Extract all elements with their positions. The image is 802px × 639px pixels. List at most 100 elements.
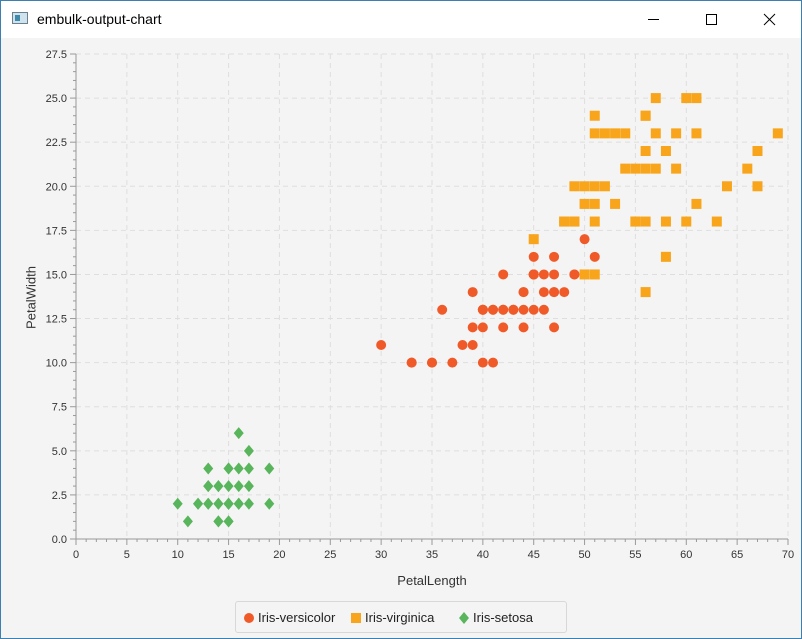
legend-diamond-icon [459,612,469,624]
data-point-setosa [233,480,244,493]
data-point-virginica [650,163,661,174]
x-tick-label: 30 [375,549,387,561]
data-point-virginica [620,128,631,139]
legend-label: Iris-setosa [473,610,533,625]
data-point-setosa [243,444,254,457]
data-point-versicolor [498,269,509,280]
data-point-setosa [243,497,254,510]
data-point-virginica [671,128,682,139]
data-point-virginica [569,216,580,227]
data-point-setosa [233,427,244,440]
data-point-virginica [660,216,671,227]
data-point-versicolor [538,269,549,280]
data-point-setosa [223,497,234,510]
y-axis-label: PetalWidth [23,266,39,329]
y-tick-label: 15.0 [46,269,67,281]
x-tick-label: 60 [680,549,692,561]
data-point-versicolor [376,340,387,350]
y-tick-label: 20.0 [46,181,67,193]
data-point-versicolor [538,287,549,298]
x-tick-label: 40 [477,549,489,561]
data-point-versicolor [518,322,529,333]
data-point-virginica [589,110,600,121]
data-point-versicolor [589,251,600,262]
data-point-virginica [559,216,570,227]
data-point-virginica [772,128,783,139]
data-point-versicolor [518,287,529,298]
data-point-virginica [752,181,763,192]
data-point-virginica [599,128,610,139]
data-point-versicolor [477,357,488,368]
x-tick-label: 35 [426,549,438,561]
data-point-setosa [264,497,275,510]
data-point-virginica [660,251,671,262]
data-point-setosa [243,480,254,493]
minimize-icon [648,19,659,20]
title-bar: embulk-output-chart [1,1,801,38]
y-tick-label: 27.5 [46,49,67,61]
legend-label: Iris-versicolor [258,610,336,625]
x-tick-label: 0 [73,549,79,561]
data-point-versicolor [518,304,529,315]
app-window-icon[interactable] [12,12,28,24]
data-point-versicolor [498,304,509,315]
data-point-setosa [203,462,214,475]
chart-legend: Iris-versicolor Iris-virginica Iris-seto… [235,601,567,633]
data-point-virginica [589,216,600,227]
close-icon [763,13,776,26]
data-point-setosa [213,497,224,510]
x-tick-label: 25 [324,549,336,561]
y-tick-label: 22.5 [46,137,67,149]
data-point-virginica [610,198,621,209]
data-point-virginica [640,146,651,156]
data-point-virginica [660,146,671,156]
data-point-setosa [172,497,183,510]
data-point-virginica [650,128,661,139]
data-point-virginica [528,234,539,245]
data-point-versicolor [549,322,560,333]
minimize-button[interactable] [631,1,677,38]
data-point-versicolor [467,340,478,350]
data-point-versicolor [508,304,519,315]
data-point-virginica [620,163,631,174]
data-point-virginica [579,198,590,209]
data-point-setosa [203,497,214,510]
maximize-button[interactable] [689,1,735,38]
legend-circle-icon [244,613,254,623]
x-tick-label: 20 [273,549,285,561]
data-point-versicolor [559,287,570,298]
data-point-versicolor [457,340,468,350]
data-point-virginica [681,93,692,104]
data-point-versicolor [528,269,539,280]
data-point-versicolor [528,304,539,315]
data-point-versicolor [528,251,539,262]
data-point-virginica [579,181,590,192]
data-point-setosa [223,462,234,475]
x-axis-label: PetalLength [397,573,467,588]
data-point-setosa [213,515,224,528]
data-point-virginica [589,269,600,280]
x-tick-label: 5 [124,549,130,561]
data-point-virginica [752,146,763,156]
data-point-virginica [671,163,682,174]
data-point-setosa [233,462,244,475]
data-point-virginica [589,198,600,209]
data-point-virginica [610,128,621,139]
data-point-virginica [640,287,651,298]
y-tick-label: 10.0 [46,358,67,370]
y-tick-label: 0.0 [52,534,67,546]
x-tick-label: 45 [528,549,540,561]
y-tick-label: 25.0 [46,93,67,105]
data-point-virginica [640,163,651,174]
data-point-versicolor [427,357,437,368]
data-point-virginica [691,198,702,209]
legend-label: Iris-virginica [365,610,435,625]
data-point-versicolor [477,304,488,315]
close-button[interactable] [747,1,793,38]
data-point-versicolor [579,234,590,245]
data-point-virginica [691,93,702,104]
data-point-virginica [579,269,590,280]
x-tick-label: 50 [578,549,590,561]
data-point-versicolor [467,287,478,298]
x-tick-label: 55 [629,549,641,561]
